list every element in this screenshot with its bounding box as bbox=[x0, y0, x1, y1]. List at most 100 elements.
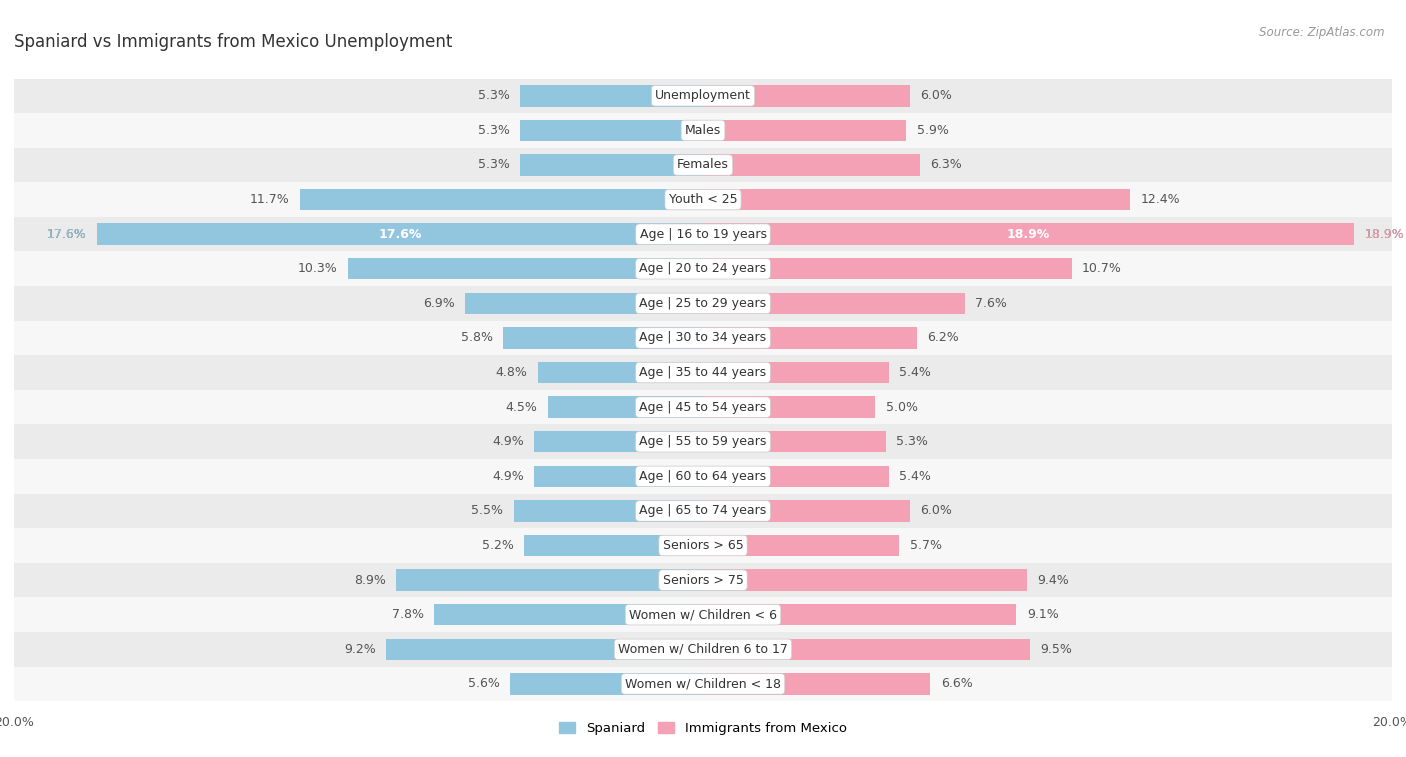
Text: Source: ZipAtlas.com: Source: ZipAtlas.com bbox=[1260, 26, 1385, 39]
Text: 5.5%: 5.5% bbox=[471, 504, 503, 518]
Text: 5.8%: 5.8% bbox=[461, 332, 494, 344]
Text: 5.3%: 5.3% bbox=[478, 89, 510, 102]
Bar bbox=[534, 431, 703, 453]
Text: Spaniard vs Immigrants from Mexico Unemployment: Spaniard vs Immigrants from Mexico Unemp… bbox=[14, 33, 453, 51]
Bar bbox=[703, 639, 1031, 660]
Text: 5.2%: 5.2% bbox=[482, 539, 513, 552]
Bar bbox=[434, 604, 703, 625]
Bar bbox=[703, 466, 889, 487]
Text: 6.2%: 6.2% bbox=[927, 332, 959, 344]
Bar bbox=[703, 258, 1071, 279]
Text: Age | 16 to 19 years: Age | 16 to 19 years bbox=[640, 228, 766, 241]
Bar bbox=[97, 223, 703, 245]
Bar bbox=[703, 431, 886, 453]
Bar bbox=[703, 673, 931, 695]
Text: 9.5%: 9.5% bbox=[1040, 643, 1073, 656]
Bar bbox=[14, 217, 1392, 251]
Bar bbox=[396, 569, 703, 591]
Text: Age | 65 to 74 years: Age | 65 to 74 years bbox=[640, 504, 766, 518]
Text: 18.9%: 18.9% bbox=[1007, 228, 1050, 241]
Text: Age | 20 to 24 years: Age | 20 to 24 years bbox=[640, 262, 766, 276]
Text: Unemployment: Unemployment bbox=[655, 89, 751, 102]
Text: 5.3%: 5.3% bbox=[478, 158, 510, 172]
Bar bbox=[14, 182, 1392, 217]
Text: Age | 60 to 64 years: Age | 60 to 64 years bbox=[640, 470, 766, 483]
Text: 10.7%: 10.7% bbox=[1083, 262, 1122, 276]
Text: 5.7%: 5.7% bbox=[910, 539, 942, 552]
Bar bbox=[703, 569, 1026, 591]
Text: Seniors > 75: Seniors > 75 bbox=[662, 574, 744, 587]
Bar bbox=[14, 597, 1392, 632]
Bar bbox=[14, 562, 1392, 597]
Text: 5.0%: 5.0% bbox=[886, 400, 918, 413]
Text: 5.3%: 5.3% bbox=[478, 124, 510, 137]
Text: 6.6%: 6.6% bbox=[941, 678, 973, 690]
Bar bbox=[14, 251, 1392, 286]
Text: 12.4%: 12.4% bbox=[1140, 193, 1180, 206]
Text: 6.0%: 6.0% bbox=[920, 504, 952, 518]
Bar bbox=[14, 321, 1392, 355]
Text: 4.9%: 4.9% bbox=[492, 435, 524, 448]
Bar bbox=[703, 85, 910, 107]
Text: 6.0%: 6.0% bbox=[920, 89, 952, 102]
Bar bbox=[14, 113, 1392, 148]
Bar bbox=[14, 632, 1392, 667]
Text: 5.4%: 5.4% bbox=[900, 470, 931, 483]
Bar bbox=[703, 604, 1017, 625]
Bar bbox=[703, 397, 875, 418]
Bar bbox=[503, 327, 703, 349]
Bar bbox=[14, 355, 1392, 390]
Bar bbox=[14, 528, 1392, 562]
Bar bbox=[703, 534, 900, 556]
Bar bbox=[537, 362, 703, 383]
Text: 7.8%: 7.8% bbox=[392, 608, 425, 621]
Text: Age | 25 to 29 years: Age | 25 to 29 years bbox=[640, 297, 766, 310]
Bar bbox=[14, 494, 1392, 528]
Bar bbox=[14, 459, 1392, 494]
Text: 17.6%: 17.6% bbox=[46, 228, 86, 241]
Text: 4.9%: 4.9% bbox=[492, 470, 524, 483]
Bar bbox=[703, 293, 965, 314]
Bar bbox=[510, 673, 703, 695]
Text: 9.4%: 9.4% bbox=[1038, 574, 1069, 587]
Text: 8.9%: 8.9% bbox=[354, 574, 387, 587]
Text: Females: Females bbox=[678, 158, 728, 172]
Bar bbox=[14, 390, 1392, 425]
Text: Women w/ Children < 6: Women w/ Children < 6 bbox=[628, 608, 778, 621]
Text: 10.3%: 10.3% bbox=[298, 262, 337, 276]
Text: Age | 55 to 59 years: Age | 55 to 59 years bbox=[640, 435, 766, 448]
Bar bbox=[703, 327, 917, 349]
Bar bbox=[14, 667, 1392, 701]
Text: 9.2%: 9.2% bbox=[344, 643, 375, 656]
Bar bbox=[14, 148, 1392, 182]
Bar bbox=[703, 188, 1130, 210]
Text: 4.8%: 4.8% bbox=[495, 366, 527, 379]
Bar bbox=[524, 534, 703, 556]
Bar bbox=[513, 500, 703, 522]
Text: 17.6%: 17.6% bbox=[46, 228, 86, 241]
Bar bbox=[520, 120, 703, 141]
Legend: Spaniard, Immigrants from Mexico: Spaniard, Immigrants from Mexico bbox=[554, 717, 852, 740]
Text: 11.7%: 11.7% bbox=[250, 193, 290, 206]
Bar bbox=[703, 362, 889, 383]
Text: Age | 45 to 54 years: Age | 45 to 54 years bbox=[640, 400, 766, 413]
Text: Women w/ Children < 18: Women w/ Children < 18 bbox=[626, 678, 780, 690]
Text: 4.5%: 4.5% bbox=[506, 400, 537, 413]
Bar bbox=[299, 188, 703, 210]
Text: 9.1%: 9.1% bbox=[1026, 608, 1059, 621]
Bar bbox=[520, 85, 703, 107]
Bar bbox=[703, 223, 1354, 245]
Text: Seniors > 65: Seniors > 65 bbox=[662, 539, 744, 552]
Bar bbox=[703, 500, 910, 522]
Text: 5.3%: 5.3% bbox=[896, 435, 928, 448]
Bar bbox=[548, 397, 703, 418]
Text: 18.9%: 18.9% bbox=[1364, 228, 1405, 241]
Text: Age | 30 to 34 years: Age | 30 to 34 years bbox=[640, 332, 766, 344]
Bar bbox=[14, 286, 1392, 321]
Text: 5.4%: 5.4% bbox=[900, 366, 931, 379]
Bar bbox=[520, 154, 703, 176]
Bar bbox=[14, 425, 1392, 459]
Text: 18.9%: 18.9% bbox=[1364, 228, 1405, 241]
Text: Males: Males bbox=[685, 124, 721, 137]
Bar bbox=[387, 639, 703, 660]
